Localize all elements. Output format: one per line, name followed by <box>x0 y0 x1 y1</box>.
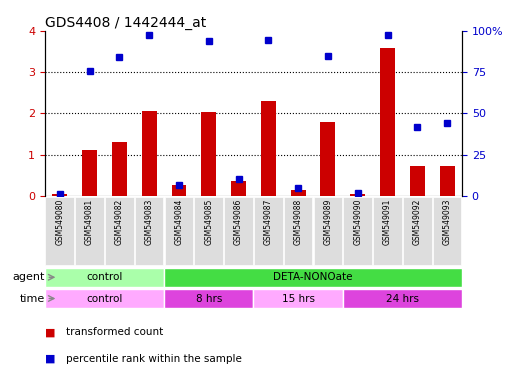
FancyBboxPatch shape <box>165 197 193 265</box>
Text: GSM549089: GSM549089 <box>324 199 333 245</box>
FancyBboxPatch shape <box>343 289 462 308</box>
Text: transformed count: transformed count <box>66 327 163 337</box>
Text: 24 hrs: 24 hrs <box>386 293 419 303</box>
FancyBboxPatch shape <box>433 197 461 265</box>
Bar <box>410 166 425 196</box>
Text: GSM549090: GSM549090 <box>353 199 362 245</box>
Text: GSM549086: GSM549086 <box>234 199 243 245</box>
Bar <box>82 151 97 196</box>
Bar <box>112 142 127 196</box>
Text: time: time <box>20 293 45 303</box>
FancyBboxPatch shape <box>194 197 223 265</box>
Text: control: control <box>86 293 122 303</box>
FancyBboxPatch shape <box>76 197 104 265</box>
Bar <box>201 113 216 196</box>
Text: 8 hrs: 8 hrs <box>195 293 222 303</box>
Text: DETA-NONOate: DETA-NONOate <box>274 272 353 282</box>
Bar <box>52 194 67 196</box>
FancyBboxPatch shape <box>164 268 462 287</box>
FancyBboxPatch shape <box>284 197 313 265</box>
FancyBboxPatch shape <box>373 197 402 265</box>
Text: GSM549082: GSM549082 <box>115 199 124 245</box>
Text: ■: ■ <box>45 354 55 364</box>
Text: GSM549087: GSM549087 <box>264 199 273 245</box>
FancyBboxPatch shape <box>135 197 164 265</box>
FancyBboxPatch shape <box>45 268 164 287</box>
Bar <box>291 190 306 196</box>
Bar <box>261 101 276 196</box>
Text: GSM549093: GSM549093 <box>442 199 451 245</box>
Bar <box>320 122 335 196</box>
Text: agent: agent <box>13 272 45 282</box>
FancyBboxPatch shape <box>45 197 74 265</box>
FancyBboxPatch shape <box>45 289 164 308</box>
FancyBboxPatch shape <box>164 289 253 308</box>
Text: ■: ■ <box>45 327 55 337</box>
FancyBboxPatch shape <box>253 289 343 308</box>
Text: control: control <box>86 272 122 282</box>
Text: GSM549092: GSM549092 <box>413 199 422 245</box>
FancyBboxPatch shape <box>105 197 134 265</box>
FancyBboxPatch shape <box>224 197 253 265</box>
FancyBboxPatch shape <box>403 197 431 265</box>
Bar <box>142 111 157 196</box>
Text: GSM549081: GSM549081 <box>85 199 94 245</box>
Bar <box>380 48 395 196</box>
Text: percentile rank within the sample: percentile rank within the sample <box>66 354 242 364</box>
Text: GSM549088: GSM549088 <box>294 199 303 245</box>
Text: GSM549084: GSM549084 <box>174 199 183 245</box>
Text: GDS4408 / 1442444_at: GDS4408 / 1442444_at <box>45 16 206 30</box>
Bar <box>350 194 365 196</box>
Bar <box>231 181 246 196</box>
Text: GSM549080: GSM549080 <box>55 199 64 245</box>
Text: GSM549091: GSM549091 <box>383 199 392 245</box>
Bar <box>172 185 186 196</box>
FancyBboxPatch shape <box>343 197 372 265</box>
Bar <box>440 166 455 196</box>
Text: 15 hrs: 15 hrs <box>281 293 315 303</box>
FancyBboxPatch shape <box>314 197 342 265</box>
FancyBboxPatch shape <box>254 197 282 265</box>
Text: GSM549085: GSM549085 <box>204 199 213 245</box>
Text: GSM549083: GSM549083 <box>145 199 154 245</box>
